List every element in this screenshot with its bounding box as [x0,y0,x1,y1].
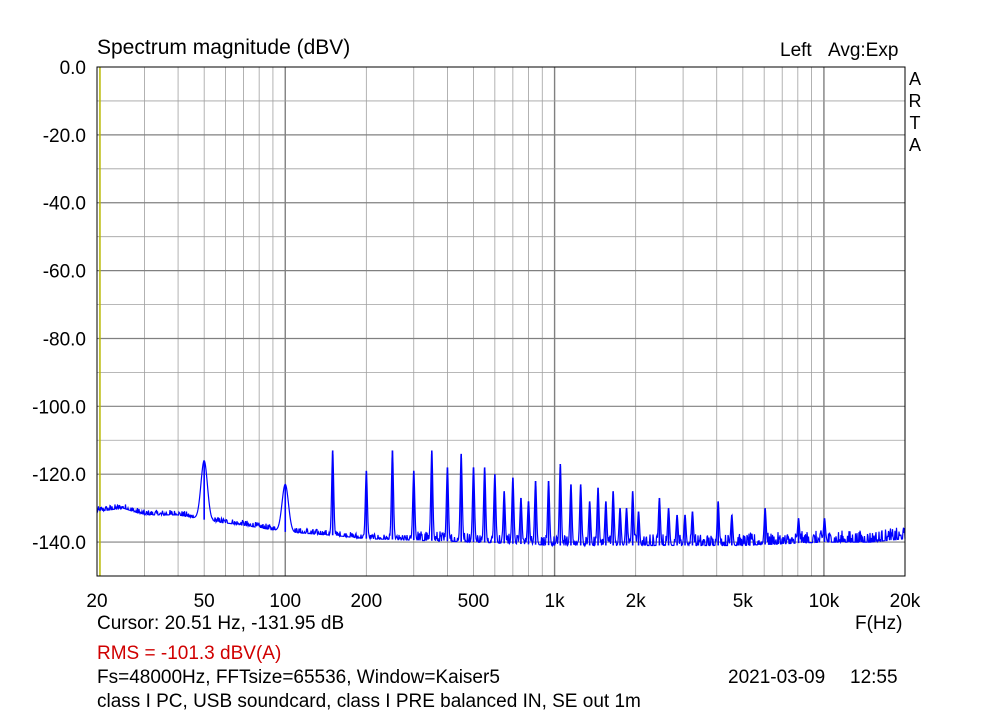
chart-title: Spectrum magnitude (dBV) [97,36,351,59]
x-tick-label: 10k [809,591,840,612]
x-tick-label: 20 [86,591,107,612]
y-tick-label: -100.0 [32,397,86,418]
y-tick-label: -40.0 [43,194,86,215]
x-axis-unit: F(Hz) [855,613,903,634]
arta-letter: A [908,135,921,155]
analysis-settings: Fs=48000Hz, FFTsize=65536, Window=Kaiser… [97,667,500,688]
arta-letter: T [909,113,921,133]
x-tick-label: 50 [194,591,215,612]
spectrum-trace [96,450,906,548]
plot-frame [96,66,906,577]
measurement-time: 12:55 [850,667,898,688]
plot-background [97,67,905,576]
y-tick-label: -140.0 [32,533,86,554]
y-tick-label: -80.0 [43,329,86,350]
averaging-label: Avg:Exp [828,40,899,61]
x-tick-label: 1k [545,591,566,612]
y-tick-label: -120.0 [32,465,86,486]
x-tick-label: 20k [890,591,921,612]
arta-letter: R [908,91,922,111]
cursor-readout: Cursor: 20.51 Hz, -131.95 dB [97,613,345,634]
arta-letter: A [908,69,921,89]
measurement-date: 2021-03-09 [728,667,826,688]
channel-label: Left [780,40,812,61]
y-tick-label: -60.0 [43,262,86,283]
spectrum-line [96,450,906,548]
rms-readout: RMS = -101.3 dBV(A) [97,643,282,664]
x-tick-label: 200 [350,591,382,612]
x-tick-label: 2k [626,591,647,612]
x-tick-label: 500 [458,591,490,612]
x-tick-label: 100 [269,591,301,612]
measurement-description: class I PC, USB soundcard, class I PRE b… [97,691,641,712]
y-tick-label: -20.0 [43,126,86,147]
y-tick-label: 0.0 [60,58,86,79]
tick-labels: 0.0 -20.0 -40.0 -60.0 -80.0 -100.0 -120.0 -140.… [32,58,921,612]
x-tick-label: 5k [733,591,754,612]
